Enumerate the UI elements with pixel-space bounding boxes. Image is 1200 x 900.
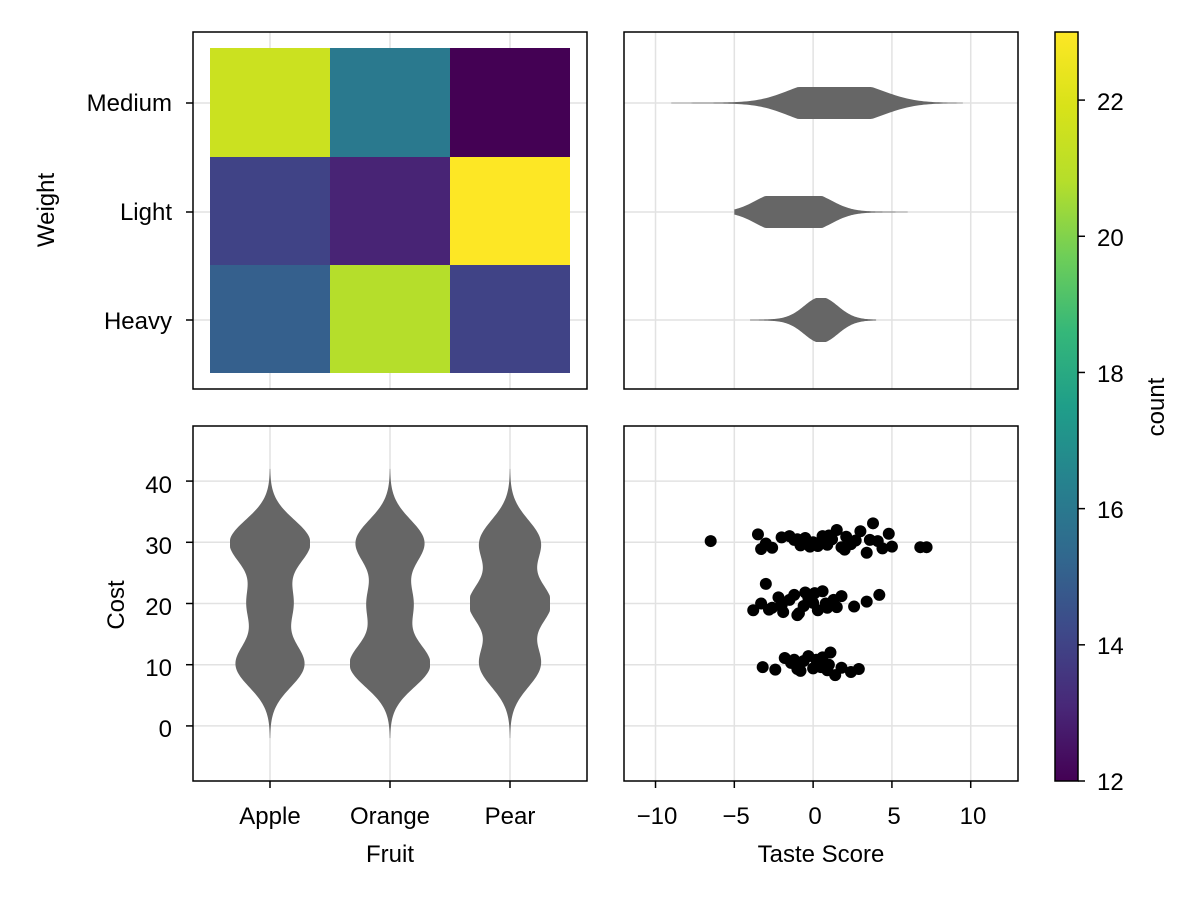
cb-tick-18: 18 [1097, 361, 1124, 388]
heatmap-cell-light-orange [330, 157, 450, 266]
scatter-point-cost30-34 [863, 533, 876, 546]
scatter-point-cost20-17 [848, 600, 861, 613]
scatter-point-cost10-0 [756, 661, 769, 674]
colorbar-label: count [1143, 377, 1170, 436]
scatter-point-cost30-1 [751, 528, 764, 541]
cb-tick-14: 14 [1097, 633, 1124, 660]
heatmap-cell-light-apple [210, 157, 330, 266]
violin-heavy [750, 298, 877, 342]
scatter-point-cost20-22 [808, 587, 821, 600]
violin-orange [350, 468, 430, 739]
heatmap-cell-heavy-pear [450, 265, 570, 373]
scatter-point-cost30-0 [704, 535, 717, 548]
cb-tick-20: 20 [1097, 225, 1124, 252]
vh-frame [623, 31, 1019, 390]
scatter-point-cost20-23 [819, 597, 832, 610]
scatter-point-cost10-16 [794, 664, 807, 677]
heatmap-panel [186, 31, 588, 390]
y-tick-heavy: Heavy [104, 308, 172, 335]
scatter-point-cost10-15 [852, 662, 865, 675]
scatter-point-cost20-20 [762, 603, 775, 616]
scatter-point-cost20-2 [759, 577, 772, 590]
x-tick-apple: Apple [239, 803, 300, 830]
taste-tick-minus5: −5 [722, 803, 749, 830]
violin-medium [671, 87, 963, 119]
violin-apple [230, 468, 310, 739]
scatter-point-cost30-22 [867, 517, 880, 530]
taste-violin-panel [623, 31, 1019, 390]
scatter-point-cost20-26 [775, 599, 788, 612]
scatter-point-cost20-12 [811, 604, 824, 617]
heat-frame [192, 31, 588, 390]
scatter-point-cost10-11 [824, 646, 837, 659]
heatmap-cell-light-pear [450, 157, 570, 266]
scatter-point-cost30-21 [860, 546, 873, 559]
colorbar-gradient [1055, 32, 1078, 781]
scatter-point-cost20-25 [830, 601, 843, 614]
cb-tick-16: 16 [1097, 497, 1124, 524]
taste-tick-10: 10 [960, 803, 987, 830]
x-tick-pear: Pear [485, 803, 536, 830]
y-tick-light: Light [120, 199, 172, 226]
cost-tick-30: 30 [145, 533, 172, 560]
cost-tick-40: 40 [145, 472, 172, 499]
colorbar-panel [1054, 31, 1085, 782]
scatter-point-cost20-24 [799, 586, 812, 599]
scatter-point-cost30-24 [876, 542, 889, 555]
scatter-point-cost30-26 [885, 540, 898, 553]
heatmap-cell-medium-pear [450, 48, 570, 157]
taste-axis-label: Taste Score [758, 841, 885, 868]
scatter-point-cost20-21 [791, 609, 804, 622]
scatter-point-cost20-16 [835, 590, 848, 603]
heatmap-cell-heavy-apple [210, 265, 330, 373]
scatter-panel [623, 425, 1019, 788]
heatmap-cell-medium-apple [210, 48, 330, 157]
scatter-point-cost20-0 [747, 604, 760, 617]
violin-light [734, 196, 908, 228]
scatter-point-cost30-31 [810, 537, 823, 550]
y-tick-medium: Medium [87, 90, 172, 117]
sc-frame [623, 425, 1019, 782]
scatter-point-cost30-29 [755, 543, 768, 556]
cost-tick-20: 20 [145, 594, 172, 621]
cost-violin-panel [186, 425, 588, 788]
weight-axis-label: Weight [33, 173, 60, 248]
cost-tick-10: 10 [145, 655, 172, 682]
violin-pear [470, 468, 550, 739]
scatter-point-cost30-25 [882, 527, 895, 540]
scatter-point-cost30-28 [920, 541, 933, 554]
x-tick-orange: Orange [350, 803, 430, 830]
scatter-point-cost30-33 [838, 543, 851, 556]
scatter-point-cost20-7 [788, 588, 801, 601]
scatter-point-cost10-1 [769, 663, 782, 676]
scatter-point-cost20-19 [873, 588, 886, 601]
scatter-point-cost10-19 [788, 653, 801, 666]
scatter-point-cost30-20 [854, 525, 867, 538]
cb-tick-12: 12 [1097, 769, 1124, 796]
colorbar-frame [1054, 31, 1079, 782]
scatter-point-cost30-19 [849, 534, 862, 547]
taste-tick-0: 0 [808, 803, 821, 830]
scatter-point-cost10-13 [835, 661, 848, 674]
cb-tick-22: 22 [1097, 89, 1124, 116]
scatter-point-cost30-30 [791, 533, 804, 546]
scatter-point-cost10-20 [815, 661, 827, 674]
scatter-point-cost20-18 [860, 595, 873, 608]
cost-axis-label: Cost [103, 580, 130, 630]
taste-tick-5: 5 [887, 803, 900, 830]
taste-tick-minus10: −10 [637, 803, 678, 830]
heatmap-cell-heavy-orange [330, 265, 450, 373]
scatter-point-cost30-32 [822, 529, 835, 542]
fruit-axis-label: Fruit [366, 841, 414, 868]
cost-tick-0: 0 [159, 716, 172, 743]
scatter-point-cost30-3 [766, 541, 779, 554]
heatmap-cell-medium-orange [330, 48, 450, 157]
